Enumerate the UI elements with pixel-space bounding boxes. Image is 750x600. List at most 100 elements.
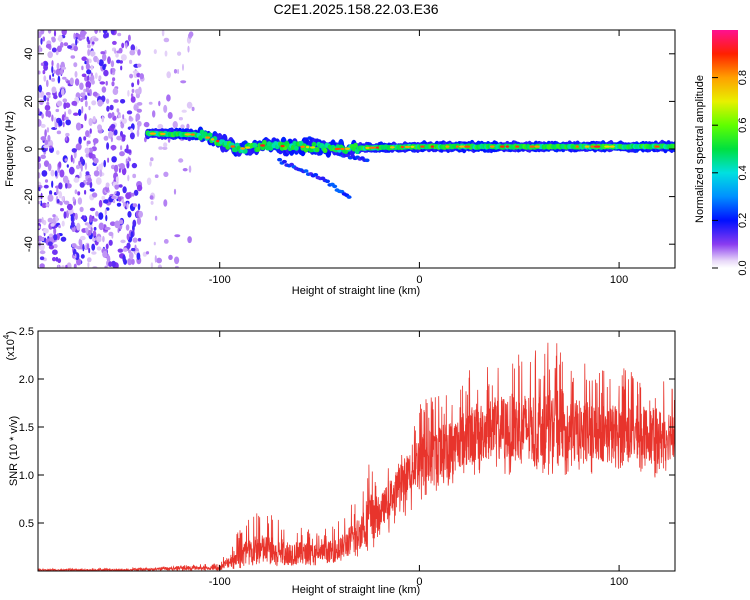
noise-blob [99,81,106,85]
noise-blob [117,32,122,37]
line-peak [609,145,615,148]
noise-blob [56,45,62,53]
line-peak [365,146,370,150]
noise-blob [53,30,57,37]
colorbar-gradient [712,30,738,268]
noise-blob [125,42,128,49]
noise-blob [105,182,110,188]
noise-blob [72,196,75,202]
noise-blob [85,81,92,89]
noise-blob [163,171,169,177]
noise-blob [92,138,99,144]
y-tick-label: 0 [23,146,35,152]
noise-blob [187,236,192,244]
noise-blob [79,206,84,212]
noise-blob [77,191,81,196]
line-peak [340,147,345,151]
noise-blob [103,199,109,204]
noise-blob [55,215,58,223]
noise-blob [84,189,87,195]
noise-blob [191,106,195,112]
noise-blob [110,60,115,68]
noise-blob [109,104,114,111]
noise-blob [129,59,133,64]
noise-blob [181,109,187,113]
noise-blob [63,102,67,110]
noise-blob [84,100,88,108]
noise-blob [66,164,69,168]
noise-blob [86,140,91,145]
noise-blob [149,161,152,167]
noise-blob [85,229,89,235]
noise-blob [98,59,104,67]
noise-blob [174,234,181,238]
line-peak [216,139,220,143]
noise-blob [61,196,65,202]
y-tick-label: 40 [23,48,35,60]
y-tick-label: -40 [23,236,35,252]
noise-blob [81,215,84,220]
noise-blob [136,63,142,68]
noise-blob [43,95,47,102]
noise-blob [92,91,98,97]
noise-blob [47,194,54,202]
noise-blob [73,62,78,68]
noise-blob [92,218,98,222]
noise-blob [122,247,128,252]
noise-blob [78,136,82,145]
noise-blob [83,136,87,141]
noise-blob [136,184,143,192]
noise-blob [93,170,100,177]
noise-blob [136,120,142,127]
noise-blob [108,231,114,237]
noise-blob [114,49,117,54]
noise-blob [106,105,110,112]
noise-blob [51,114,54,122]
noise-blob [118,184,123,188]
noise-blob [107,56,111,65]
line-peak [505,145,510,148]
noise-blob [120,145,123,151]
noise-blob [104,265,108,268]
noise-blob [163,142,168,148]
branch-blob [277,157,283,162]
line-peak [459,145,466,148]
noise-blob [52,214,56,218]
noise-blob [43,228,49,234]
noise-blob [136,129,140,137]
noise-blob [102,250,108,258]
noise-blob [76,258,82,266]
branch-blob [332,184,338,189]
noise-blob [111,156,117,163]
noise-blob [153,49,157,55]
y-tick-label: 1.5 [19,422,34,434]
noise-blob [41,237,45,242]
noise-blob [73,45,78,52]
noise-blob [108,239,113,246]
noise-blob [55,256,59,262]
line-peak [240,147,246,150]
noise-blob [57,75,61,84]
noise-blob [47,30,52,34]
noise-blob [109,221,116,226]
noise-blob [51,37,56,43]
noise-blob [84,147,90,154]
noise-blob [38,70,41,75]
noise-blob [75,38,78,46]
noise-blob [51,47,57,53]
noise-blob [158,146,163,150]
noise-blob [114,184,119,189]
spectrogram-y-ticks: -40 -20 0 20 40 [23,48,675,252]
noise-blob [38,84,43,93]
noise-blob [80,97,84,103]
noise-blob [90,50,95,57]
line-peak [575,145,579,148]
noise-blob [122,114,125,120]
line-peak [300,145,305,148]
noise-blob [89,181,93,189]
noise-blob [66,262,72,268]
noise-blob [71,100,78,106]
noise-blob [142,251,147,257]
noise-blob [85,86,90,93]
colorbar-tick-label: 0.6 [737,118,749,133]
